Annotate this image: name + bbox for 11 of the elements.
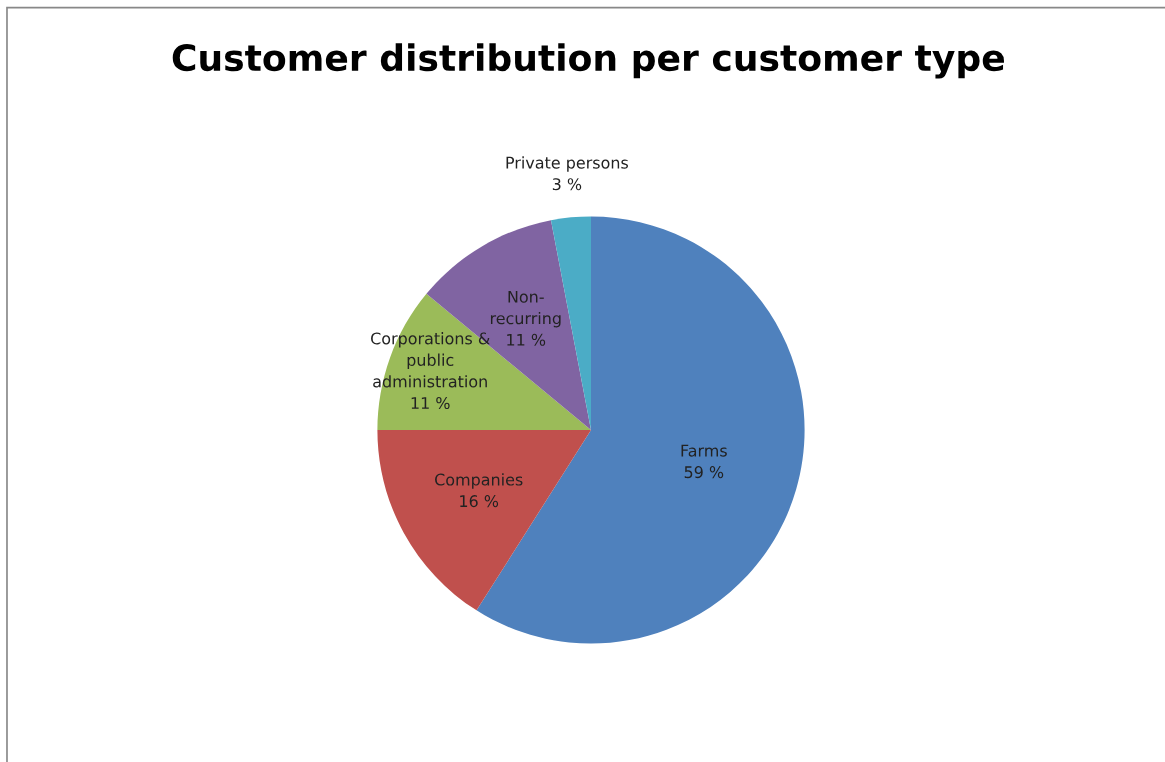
slice-label: Farms	[681, 444, 727, 457]
chart-title: Customer distribution per customer type	[172, 43, 1004, 79]
data-label: 11 %	[411, 396, 450, 410]
slice-label: Private persons	[506, 156, 629, 172]
pie-slice	[377, 430, 591, 611]
data-label: 59 %	[684, 466, 724, 479]
data-label: 11 %	[507, 333, 546, 346]
data-label: 16 %	[460, 495, 499, 508]
slice-label: Companies	[435, 473, 523, 489]
data-label: 3 %	[552, 178, 582, 191]
slice-label: Non- recurring	[490, 290, 561, 328]
